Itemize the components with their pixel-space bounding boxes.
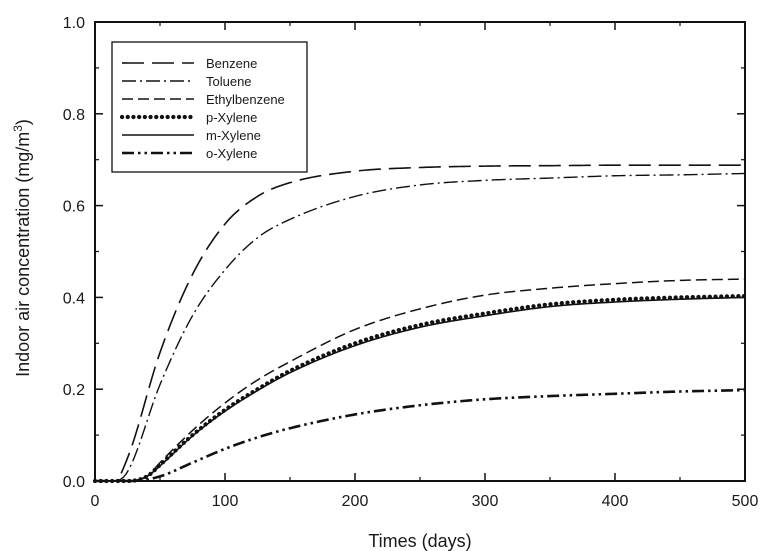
plot-frame	[94, 21, 746, 482]
series-line-benzene	[95, 164, 745, 482]
x-tick-label: 300	[472, 493, 499, 510]
y-tick-label: 0.8	[63, 107, 85, 124]
y-tick-label: 1.0	[63, 15, 85, 32]
series-line-p-xylene	[92, 293, 748, 484]
legend-label-m-xylene: m-Xylene	[206, 128, 261, 143]
x-tick-label: 100	[212, 493, 239, 510]
x-tick-label: 200	[342, 493, 369, 510]
legend-box	[111, 41, 308, 173]
y-axis-title-sup: 3	[11, 125, 25, 132]
series-line-toluene	[95, 172, 746, 482]
legend-label-toluene: Toluene	[206, 74, 252, 89]
y-axis-title: Indoor air concentration (mg/m3)	[11, 119, 33, 377]
y-axis-title-main: Indoor air concentration (mg/m	[13, 132, 33, 377]
legend-label-o-xylene: o-Xylene	[206, 146, 257, 161]
legend-label-benzene: Benzene	[206, 56, 257, 71]
y-tick-label: 0.0	[63, 474, 85, 491]
y-axis-title-close: )	[13, 119, 33, 125]
tick-labels: 0 100 200 300 400 500 0.0 0.2 0.4 0.6 0.8 1.0	[63, 15, 759, 510]
x-tick-label: 400	[602, 493, 629, 510]
legend: Benzene Toluene Ethylbenzene p-Xylene m-Xyle…	[111, 41, 308, 173]
legend-label-p-xylene: p-Xylene	[206, 110, 257, 125]
x-tick-label: 0	[91, 493, 100, 510]
x-axis-title: Times (days)	[368, 531, 471, 551]
legend-label-ethylbenzene: Ethylbenzene	[206, 92, 285, 107]
y-tick-label: 0.2	[63, 382, 85, 399]
y-tick-label: 0.4	[63, 290, 85, 307]
series-line-m-xylene	[95, 296, 746, 482]
y-tick-label: 0.6	[63, 199, 85, 216]
x-tick-label: 500	[732, 493, 759, 510]
series-line-o-xylene	[95, 388, 746, 483]
series-line-ethylbenzene	[95, 278, 746, 482]
series-layer	[92, 164, 748, 484]
